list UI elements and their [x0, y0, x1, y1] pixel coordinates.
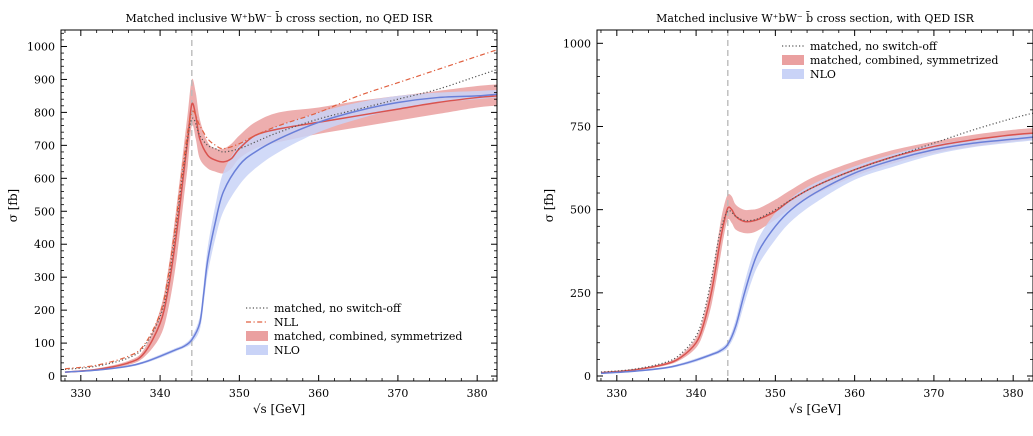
y-tick-label: 800	[34, 106, 55, 119]
legend-label: matched, combined, symmetrized	[810, 54, 998, 67]
y-tick-label: 1000	[27, 40, 55, 53]
x-tick-label: 350	[229, 387, 250, 400]
y-tick-label: 300	[34, 271, 55, 284]
x-axis-label: √s [GeV]	[789, 402, 841, 416]
plot-area	[600, 30, 1033, 381]
band-nlo	[64, 89, 497, 373]
legend-swatch	[246, 345, 268, 355]
legend-swatch	[246, 331, 268, 341]
line-matched-no-switch-off	[64, 68, 497, 371]
line-matched-combined-symmetrized	[600, 132, 1033, 374]
line-nlo	[64, 93, 497, 373]
x-tick-label: 340	[686, 387, 707, 400]
axes-frame	[60, 29, 498, 382]
y-axis-label: σ [fb]	[542, 189, 556, 223]
y-tick-label: 500	[570, 204, 591, 217]
legend-label: NLO	[810, 68, 836, 81]
legend-label: NLO	[274, 344, 300, 357]
chart-panel-with-qed-isr: Matched inclusive W⁺bW⁻ b̄ cross section…	[542, 12, 1033, 416]
line-matched-no-switch-off	[600, 112, 1033, 373]
x-tick-label: 340	[150, 387, 171, 400]
legend-swatch	[782, 55, 804, 65]
y-tick-label: 750	[570, 120, 591, 133]
axes-frame	[596, 29, 1033, 382]
y-tick-label: 700	[34, 139, 55, 152]
chart-panel-no-qed-isr: Matched inclusive W⁺bW⁻ b̄ cross section…	[6, 12, 498, 416]
y-tick-label: 900	[34, 73, 55, 86]
y-tick-label: 200	[34, 304, 55, 317]
x-tick-label: 380	[467, 387, 488, 400]
legend-label: matched, no switch-off	[274, 302, 402, 315]
legend-label: matched, combined, symmetrized	[274, 330, 462, 343]
line-nll	[64, 49, 497, 370]
x-tick-label: 330	[70, 387, 91, 400]
x-tick-label: 360	[308, 387, 329, 400]
y-tick-label: 0	[48, 370, 55, 383]
line-nlo	[600, 136, 1033, 375]
legend-label: matched, no switch-off	[810, 40, 938, 53]
plot-area	[64, 30, 497, 381]
legend-label: NLL	[274, 316, 299, 329]
y-tick-label: 0	[584, 370, 591, 383]
y-tick-label: 400	[34, 238, 55, 251]
x-axis-label: √s [GeV]	[253, 402, 305, 416]
y-axis-label: σ [fb]	[6, 189, 20, 223]
y-tick-label: 600	[34, 172, 55, 185]
x-tick-label: 330	[606, 387, 627, 400]
chart-title: Matched inclusive W⁺bW⁻ b̄ cross section…	[656, 12, 975, 25]
x-tick-label: 370	[387, 387, 408, 400]
x-tick-label: 380	[1003, 387, 1024, 400]
chart-title: Matched inclusive W⁺bW⁻ b̄ cross section…	[125, 12, 433, 25]
band-nlo	[600, 133, 1033, 374]
y-tick-label: 250	[570, 287, 591, 300]
y-tick-label: 100	[34, 337, 55, 350]
line-matched-combined-symmetrized	[64, 95, 497, 373]
y-tick-label: 500	[34, 205, 55, 218]
x-tick-label: 370	[923, 387, 944, 400]
x-tick-label: 350	[765, 387, 786, 400]
x-tick-label: 360	[844, 387, 865, 400]
y-tick-label: 1000	[563, 37, 591, 50]
legend-swatch	[782, 69, 804, 79]
band-matched-combined-symmetrized	[600, 128, 1033, 374]
